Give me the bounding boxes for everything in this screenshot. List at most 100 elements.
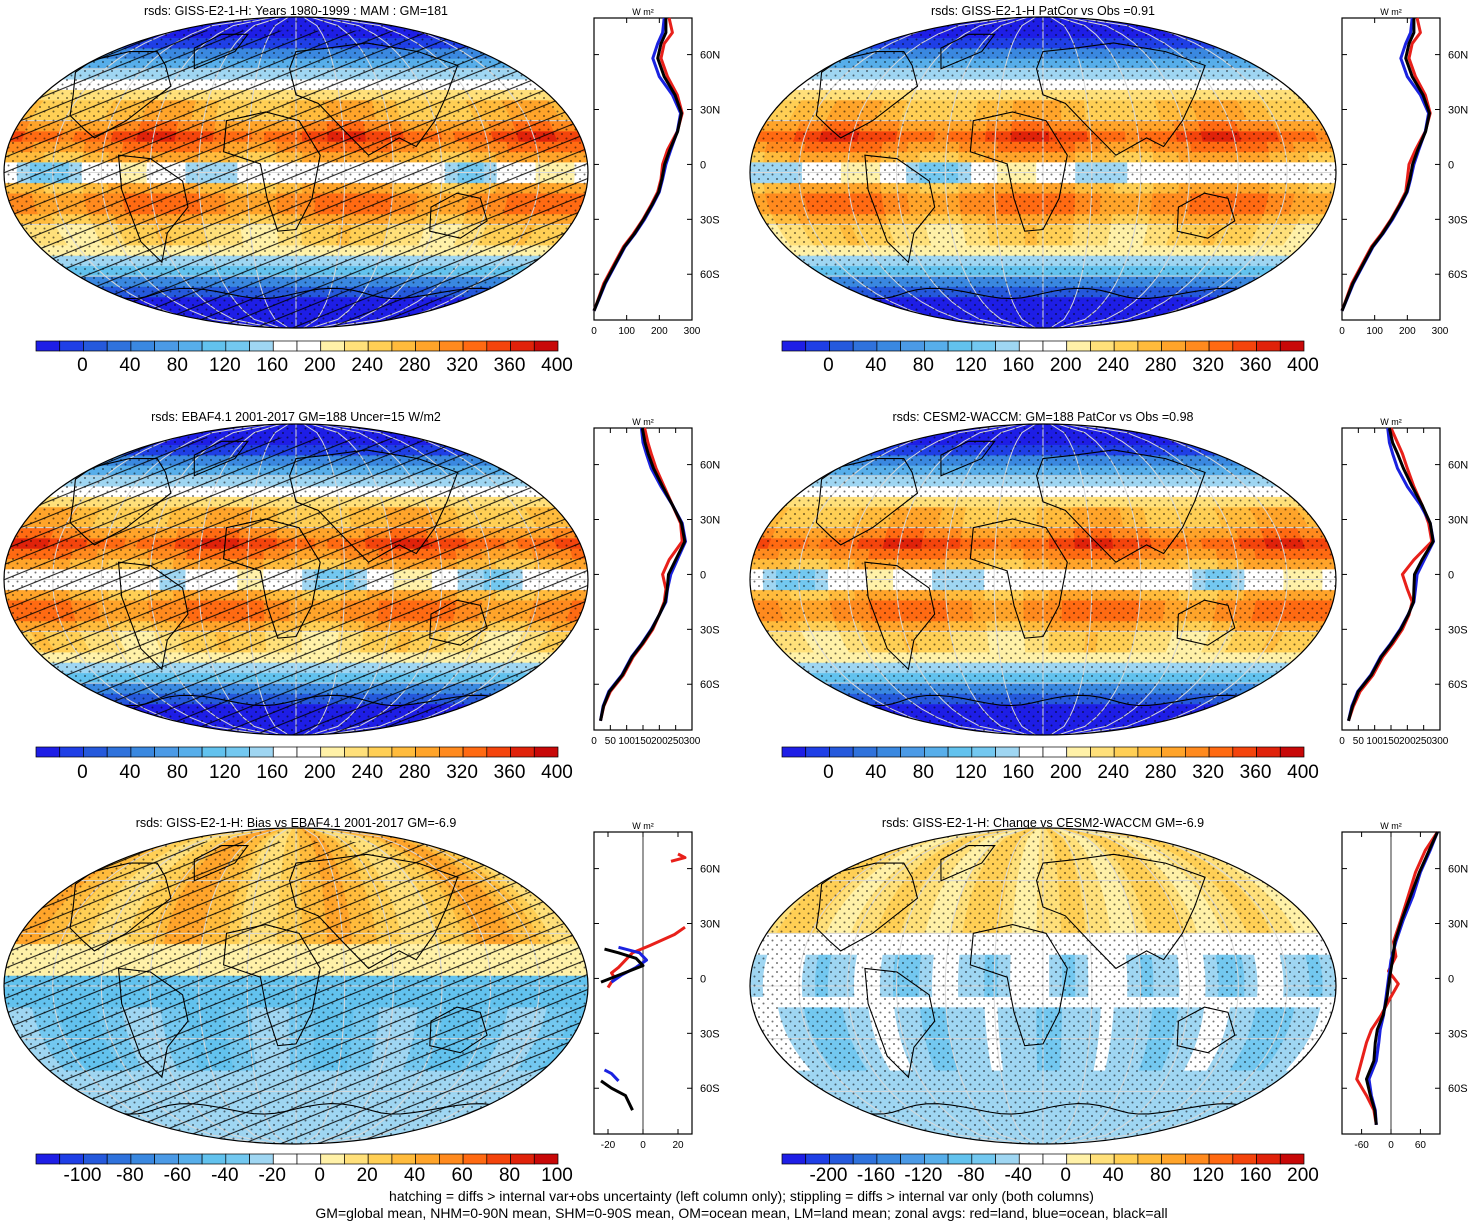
color-bar-tick-label: 320: [1192, 762, 1224, 784]
color-bar-tick-label: 40: [865, 355, 886, 377]
robinson-map: [748, 422, 1338, 737]
zonal-x-tick-label: 250: [667, 736, 684, 747]
zonal-x-tick-label: 300: [684, 736, 701, 747]
color-bar-tick-label: 80: [499, 1165, 520, 1187]
zonal-x-tick-label: 50: [605, 736, 617, 747]
color-bar-tick-label: 0: [77, 762, 88, 784]
footer-line-1: hatching = diffs > internal var+obs unce…: [0, 1188, 1483, 1205]
zonal-lat-label: 0: [1448, 159, 1454, 171]
color-bar-tick-label: 20: [357, 1165, 378, 1187]
color-bar-tick-label: 360: [1240, 762, 1272, 784]
zonal-ocean-line: [594, 18, 681, 311]
zonal-lat-label: 30N: [1448, 919, 1468, 931]
zonal-lat-label: 0: [700, 569, 706, 581]
color-bar-tick-label: 200: [1050, 355, 1082, 377]
zonal-lat-label: 0: [1448, 569, 1454, 581]
zonal-lat-label: 0: [700, 159, 706, 171]
color-bar-tick-label: 60: [452, 1165, 473, 1187]
zonal-x-tick-label: 60: [1415, 1140, 1427, 1151]
zonal-unit-label: W m²: [1380, 417, 1402, 427]
color-bar-tick-label: 280: [1145, 355, 1177, 377]
color-bar-tick-label: 320: [446, 762, 478, 784]
color-bar-tick-label: 240: [351, 762, 383, 784]
color-bar: [781, 746, 1305, 758]
zonal-land-line: [594, 18, 682, 311]
color-bar-tick-label: 200: [1287, 1165, 1319, 1187]
color-bar-tick-label: 360: [494, 355, 526, 377]
zonal-x-tick-label: 100: [1366, 736, 1383, 747]
zonal-lat-label: 30N: [700, 515, 720, 527]
zonal-x-tick-label: 150: [635, 736, 652, 747]
zonal-lat-label: 60N: [700, 460, 720, 472]
zonal-x-tick-label: 150: [1383, 736, 1400, 747]
color-bar-tick-label: 360: [1240, 355, 1272, 377]
zonal-x-tick-label: 100: [618, 736, 635, 747]
zonal-x-tick-label: 100: [618, 326, 635, 337]
color-bar-tick-label: 80: [167, 355, 188, 377]
color-bar-tick-label: 360: [494, 762, 526, 784]
color-bar-tick-label: -60: [164, 1165, 191, 1187]
zonal-ocean-line: [1342, 18, 1429, 311]
zonal-x-tick-label: 200: [651, 736, 668, 747]
zonal-lat-label: 30N: [700, 919, 720, 931]
color-bar-tick-label: 0: [823, 762, 834, 784]
color-bar: [35, 1153, 559, 1165]
color-bar-tick-label: 120: [955, 355, 987, 377]
zonal-unit-label: W m²: [1380, 821, 1402, 831]
zonal-lat-label: 30S: [1448, 1028, 1468, 1040]
zonal-lat-label: 60S: [1448, 1083, 1468, 1095]
zonal-ocean-line: [1369, 832, 1438, 1125]
zonal-land-line: [671, 854, 685, 861]
zonal-lat-label: 30S: [1448, 214, 1468, 226]
zonal-lat-label: 30S: [700, 624, 720, 636]
zonal-lat-label: 60N: [700, 50, 720, 62]
color-bar-tick-label: 40: [865, 762, 886, 784]
zonal-x-tick-label: -60: [1354, 1140, 1369, 1151]
zonal-unit-label: W m²: [632, 821, 654, 831]
zonal-lat-label: 30S: [1448, 624, 1468, 636]
zonal-x-tick-label: 100: [1366, 326, 1383, 337]
color-bar-tick-label: 40: [119, 762, 140, 784]
color-bar-tick-label: 280: [399, 762, 431, 784]
zonal-land-line: [608, 927, 685, 987]
zonal-x-tick-label: 200: [651, 326, 668, 337]
color-bar-tick-label: 40: [1103, 1165, 1124, 1187]
zonal-x-tick-label: 0: [640, 1140, 646, 1151]
color-bar-tick-label: -40: [211, 1165, 238, 1187]
color-bar-tick-label: 200: [1050, 762, 1082, 784]
robinson-map: [2, 826, 590, 1146]
color-bar-tick-label: 120: [209, 762, 241, 784]
color-bar-tick-label: 40: [404, 1165, 425, 1187]
color-bar-tick-label: 400: [1287, 762, 1319, 784]
zonal-x-tick-label: 300: [1432, 736, 1449, 747]
zonal-x-tick-label: 0: [1339, 736, 1345, 747]
color-bar: [35, 340, 559, 352]
zonal-unit-label: W m²: [632, 417, 654, 427]
zonal-all-line: [594, 18, 682, 311]
zonal-x-tick-label: 300: [1432, 326, 1449, 337]
color-bar-tick-label: 200: [304, 355, 336, 377]
zonal-all-line: [1367, 832, 1438, 1125]
zonal-lat-label: 60S: [700, 1083, 720, 1095]
color-bar-tick-label: 320: [446, 355, 478, 377]
zonal-unit-label: W m²: [1380, 7, 1402, 17]
zonal-lat-label: 60S: [700, 679, 720, 691]
zonal-lat-label: 60N: [1448, 50, 1468, 62]
zonal-x-tick-label: 0: [591, 736, 597, 747]
color-bar: [781, 340, 1305, 352]
zonal-lat-label: 60N: [700, 864, 720, 876]
color-bar-tick-label: -200: [809, 1165, 847, 1187]
zonal-x-tick-label: 20: [672, 1140, 684, 1151]
zonal-x-tick-label: 0: [1339, 326, 1345, 337]
zonal-x-tick-label: 50: [1353, 736, 1365, 747]
color-bar-tick-label: 400: [1287, 355, 1319, 377]
color-bar: [781, 1153, 1305, 1165]
